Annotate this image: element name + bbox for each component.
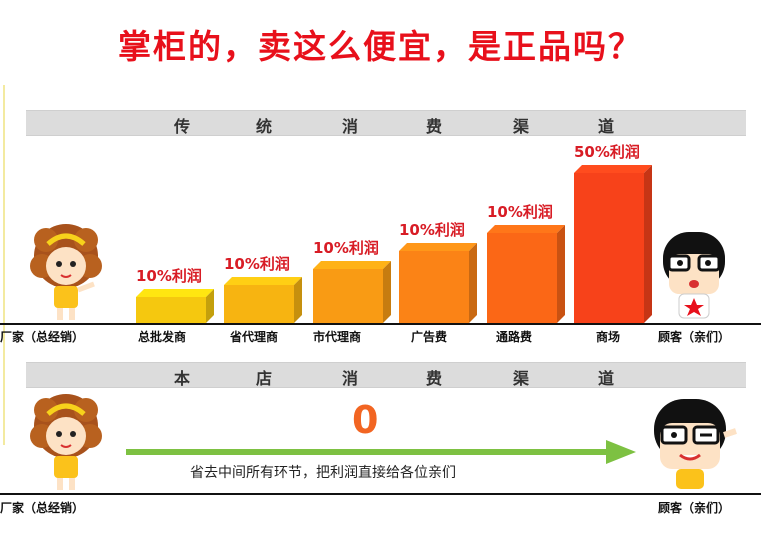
store-channel-banner: 本 店 消 费 渠 道	[26, 362, 746, 388]
banner-char: 统	[256, 117, 273, 136]
manufacturer-label: 厂家（总经销）	[0, 501, 85, 515]
traditional-baseline	[0, 323, 761, 325]
bar-side-face	[294, 277, 302, 323]
bar-top-face	[224, 277, 302, 285]
store-baseline	[0, 493, 761, 495]
manufacturer-character-illustration	[30, 222, 102, 322]
bar-front-face	[224, 285, 294, 323]
profit-label: 10%利润	[224, 255, 290, 273]
banner-char: 道	[598, 369, 615, 388]
bar-front-face	[399, 251, 469, 323]
profit-bar	[136, 289, 214, 323]
bar-front-face	[313, 269, 383, 323]
banner-char: 店	[256, 369, 273, 388]
bar-front-face	[574, 173, 644, 323]
profit-bar	[313, 261, 391, 323]
arrow-caption: 省去中间所有环节，把利润直接给各位亲们	[190, 465, 456, 481]
banner-char: 渠	[513, 369, 530, 388]
banner-char: 渠	[513, 117, 530, 136]
bar-side-face	[383, 261, 391, 323]
bar-top-face	[399, 243, 477, 251]
customer-character-illustration	[640, 395, 740, 491]
banner-char: 消	[342, 117, 359, 136]
profit-label: 10%利润	[313, 239, 379, 257]
stage-label: 广告费	[411, 330, 448, 344]
bar-top-face	[136, 289, 214, 297]
customer-label: 顾客（亲们）	[658, 330, 731, 344]
zero-profit-value: 0	[352, 398, 379, 442]
stage-label: 总批发商	[138, 330, 187, 344]
banner-char: 本	[174, 369, 191, 388]
bar-top-face	[487, 225, 565, 233]
profit-label: 50%利润	[574, 143, 640, 161]
profit-bar	[574, 165, 652, 323]
bar-front-face	[487, 233, 557, 323]
traditional-channel-banner: 传 统 消 费 渠 道	[26, 110, 746, 136]
bar-front-face	[136, 297, 206, 323]
banner-char: 道	[598, 117, 615, 136]
profit-label: 10%利润	[487, 203, 553, 221]
bar-side-face	[644, 165, 652, 323]
stage-label: 市代理商	[313, 330, 362, 344]
manufacturer-character-illustration	[30, 392, 102, 492]
customer-label: 顾客（亲们）	[658, 501, 731, 515]
customer-character-illustration	[655, 226, 733, 322]
profit-bar	[224, 277, 302, 323]
bar-top-face	[313, 261, 391, 269]
bar-side-face	[469, 243, 477, 323]
stage-label: 通路费	[496, 330, 533, 344]
bar-top-face	[574, 165, 652, 173]
stage-label: 商场	[596, 330, 621, 344]
direct-arrow	[126, 440, 636, 464]
profit-label: 10%利润	[399, 221, 465, 239]
profit-bar	[399, 243, 477, 323]
page-title: 掌柜的，卖这么便宜，是正品吗？	[118, 27, 643, 66]
banner-char: 费	[426, 117, 443, 136]
bar-side-face	[557, 225, 565, 323]
bar-side-face	[206, 289, 214, 323]
banner-char: 费	[426, 369, 443, 388]
banner-char: 传	[174, 117, 191, 136]
stage-label: 省代理商	[230, 330, 279, 344]
profit-bar	[487, 225, 565, 323]
profit-label: 10%利润	[136, 267, 202, 285]
manufacturer-label: 厂家（总经销）	[0, 330, 85, 344]
left-accent-line	[3, 85, 5, 445]
banner-char: 消	[342, 369, 359, 388]
